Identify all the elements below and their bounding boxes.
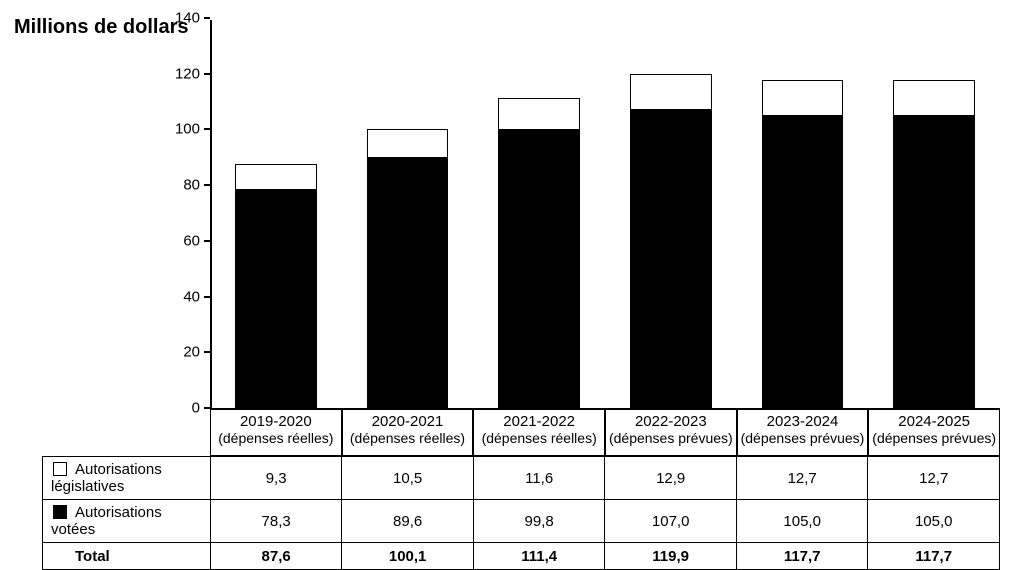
table-cell: 105,0 [736,500,868,543]
x-category-subtitle: (dépenses prévues) [608,430,734,446]
bar-segment-legislatives [762,80,844,115]
bars-layer [210,20,1000,408]
table-cell: 119,9 [605,543,737,570]
table-cell: 12,9 [605,457,737,500]
table-row-label: Autorisations votées [51,504,162,538]
bar-segment-votees [630,110,712,408]
x-category-year: 2024-2025 [871,413,997,430]
y-tick-mark [204,17,210,19]
x-category-subtitle: (dépenses réelles) [476,430,602,446]
table-cell: 87,6 [210,543,342,570]
x-category-label: 2020-2021(dépenses réelles) [342,410,474,456]
table-cell: 100,1 [342,543,474,570]
bar-segment-votees [367,158,449,408]
table-cell: 78,3 [210,500,342,543]
table-cell: 89,6 [342,500,474,543]
x-category-year: 2021-2022 [476,413,602,430]
bar-group [367,20,449,408]
table-cell: 9,3 [210,457,342,500]
bar-segment-votees [762,116,844,409]
x-category-label: 2019-2020(dépenses réelles) [210,410,342,456]
chart-plot-area: 020406080100120140 [210,20,1000,410]
table-cell: 107,0 [605,500,737,543]
x-category-subtitle: (dépenses prévues) [871,430,997,446]
bar-segment-legislatives [630,74,712,110]
legend-swatch [53,505,67,519]
table-cell: 105,0 [868,500,1000,543]
table-cell: 11,6 [473,457,605,500]
table-row-header: Total [43,543,211,570]
bar-group [235,20,317,408]
table-row-header: Autorisations votées [43,500,211,543]
bar-segment-votees [235,190,317,408]
table-row: Total87,6100,1111,4119,9117,7117,7 [43,543,1000,570]
bar-segment-legislatives [367,129,449,158]
x-category-subtitle: (dépenses réelles) [345,430,471,446]
table-cell: 117,7 [736,543,868,570]
table-row-label: Autorisations législatives [51,461,162,495]
table-row: Autorisations législatives9,310,511,612,… [43,457,1000,500]
bar-segment-legislatives [498,98,580,130]
x-category-year: 2023-2024 [740,413,866,430]
bar-segment-votees [893,116,975,409]
bar-group [498,20,580,408]
table-cell: 12,7 [736,457,868,500]
table-cell: 111,4 [473,543,605,570]
table-cell: 99,8 [473,500,605,543]
table-cell: 10,5 [342,457,474,500]
x-category-year: 2020-2021 [345,413,471,430]
bar-segment-legislatives [235,164,317,190]
legend-swatch [53,462,67,476]
x-category-year: 2022-2023 [608,413,734,430]
x-category-label: 2024-2025(dépenses prévues) [868,410,1000,456]
bar-group [762,20,844,408]
table-cell: 117,7 [868,543,1000,570]
bar-segment-votees [498,130,580,408]
y-axis-label: Millions de dollars [14,16,188,39]
table-row: Autorisations votées78,389,699,8107,0105… [43,500,1000,543]
x-category-subtitle: (dépenses réelles) [213,430,339,446]
table-cell: 12,7 [868,457,1000,500]
bar-group [893,20,975,408]
bar-group [630,20,712,408]
x-category-label: 2021-2022(dépenses réelles) [473,410,605,456]
x-category-year: 2019-2020 [213,413,339,430]
x-category-label: 2023-2024(dépenses prévues) [737,410,869,456]
data-table: Autorisations législatives9,310,511,612,… [42,456,1000,570]
table-row-header: Autorisations législatives [43,457,211,500]
bar-segment-legislatives [893,80,975,115]
x-category-subtitle: (dépenses prévues) [740,430,866,446]
x-category-label: 2022-2023(dépenses prévues) [605,410,737,456]
